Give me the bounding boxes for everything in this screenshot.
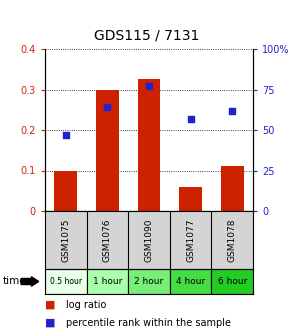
Text: 1 hour: 1 hour (93, 277, 122, 286)
Text: 0.5 hour: 0.5 hour (50, 277, 82, 286)
Text: time: time (3, 277, 27, 287)
Text: GSM1077: GSM1077 (186, 218, 195, 262)
Bar (137, 79, 161, 211)
Text: 6 hour: 6 hour (217, 277, 247, 286)
Bar (179, 187, 202, 211)
Text: GSM1090: GSM1090 (144, 218, 154, 262)
Point (147, 84, 151, 89)
Point (64, 132, 68, 137)
Text: ■: ■ (45, 318, 55, 328)
Text: percentile rank within the sample: percentile rank within the sample (66, 318, 231, 328)
Bar (87, 269, 128, 294)
Bar (212, 269, 253, 294)
Bar (45, 269, 87, 294)
Text: GDS115 / 7131: GDS115 / 7131 (94, 29, 199, 43)
Bar (128, 269, 170, 294)
Text: 2 hour: 2 hour (134, 277, 163, 286)
Text: GSM1075: GSM1075 (61, 218, 70, 262)
Bar (96, 89, 119, 211)
Bar (221, 166, 244, 211)
Text: log ratio: log ratio (66, 300, 106, 310)
Text: ■: ■ (45, 300, 55, 310)
Bar (54, 170, 77, 211)
Text: 4 hour: 4 hour (176, 277, 205, 286)
Text: GSM1076: GSM1076 (103, 218, 112, 262)
Point (105, 104, 110, 110)
Point (188, 116, 193, 121)
Point (230, 108, 234, 113)
Text: GSM1078: GSM1078 (228, 218, 237, 262)
Bar (170, 269, 212, 294)
